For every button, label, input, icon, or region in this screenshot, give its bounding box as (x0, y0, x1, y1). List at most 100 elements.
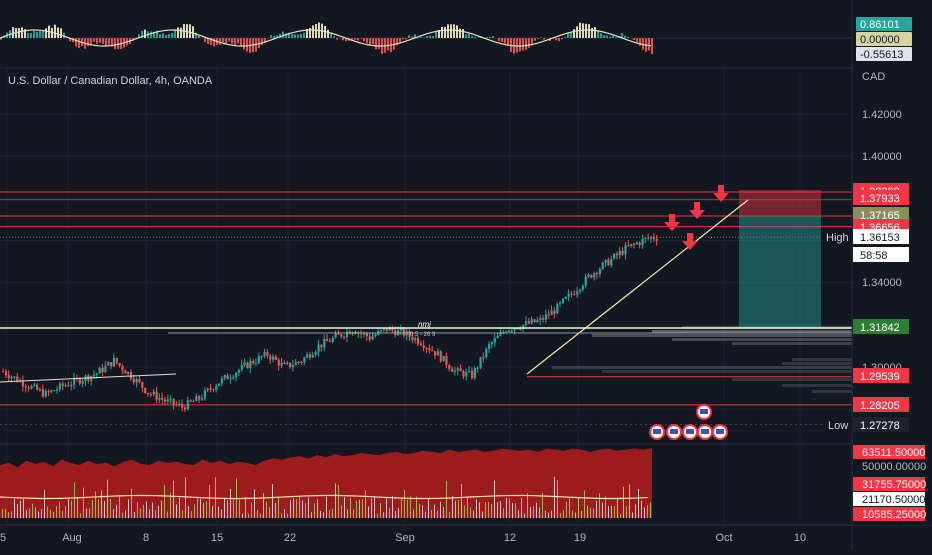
candle[interactable] (65, 385, 67, 386)
candle[interactable] (647, 238, 649, 239)
candle[interactable] (221, 378, 223, 383)
candle[interactable] (278, 360, 280, 366)
candle[interactable] (13, 376, 15, 377)
candle[interactable] (542, 318, 544, 320)
candle[interactable] (36, 385, 38, 390)
position-box[interactable] (739, 190, 821, 328)
candle[interactable] (596, 273, 598, 274)
candle[interactable] (113, 358, 115, 366)
candle[interactable] (289, 363, 291, 367)
candle[interactable] (53, 390, 55, 391)
candle[interactable] (252, 361, 254, 363)
candle[interactable] (443, 356, 445, 361)
candle[interactable] (59, 384, 61, 390)
candle[interactable] (295, 362, 297, 365)
candle[interactable] (144, 388, 146, 393)
candle[interactable] (181, 404, 183, 408)
candle[interactable] (653, 237, 655, 239)
candle[interactable] (536, 320, 538, 322)
candle[interactable] (539, 318, 541, 320)
candle[interactable] (488, 344, 490, 348)
candle[interactable] (431, 350, 433, 351)
candle[interactable] (406, 331, 408, 335)
candle[interactable] (329, 341, 331, 342)
candle[interactable] (158, 398, 160, 400)
candle[interactable] (533, 319, 535, 322)
candle[interactable] (462, 371, 464, 376)
candle[interactable] (582, 286, 584, 290)
candle[interactable] (599, 269, 601, 274)
candle[interactable] (610, 259, 612, 265)
candle[interactable] (587, 275, 589, 277)
candle[interactable] (593, 273, 595, 277)
candle[interactable] (238, 370, 240, 373)
candle[interactable] (343, 337, 345, 338)
candle[interactable] (479, 357, 481, 368)
candle[interactable] (298, 362, 300, 363)
candle[interactable] (440, 351, 442, 361)
candle[interactable] (241, 365, 243, 370)
candle[interactable] (263, 352, 265, 357)
candle[interactable] (45, 391, 47, 396)
candle[interactable] (11, 377, 13, 378)
candle[interactable] (562, 299, 564, 303)
candle[interactable] (553, 310, 555, 313)
candle[interactable] (8, 375, 10, 378)
candle[interactable] (173, 399, 175, 405)
candle[interactable] (369, 336, 371, 339)
candle[interactable] (192, 401, 194, 402)
candle[interactable] (559, 303, 561, 304)
candle[interactable] (124, 370, 126, 373)
candle[interactable] (551, 310, 553, 315)
candle[interactable] (437, 351, 439, 355)
candle[interactable] (116, 358, 118, 363)
candle[interactable] (531, 319, 533, 323)
candle[interactable] (306, 354, 308, 357)
candle[interactable] (39, 389, 41, 390)
candle[interactable] (374, 335, 376, 337)
candle[interactable] (147, 393, 149, 394)
candle[interactable] (161, 398, 163, 400)
candle[interactable] (107, 362, 109, 366)
candle[interactable] (25, 386, 27, 387)
candle[interactable] (303, 358, 305, 363)
candle[interactable] (309, 354, 311, 357)
candle[interactable] (281, 363, 283, 366)
candle[interactable] (5, 371, 7, 375)
candle[interactable] (622, 251, 624, 255)
candle[interactable] (150, 394, 152, 395)
candle[interactable] (613, 254, 615, 259)
candle[interactable] (227, 375, 229, 379)
candle[interactable] (50, 390, 52, 392)
candle[interactable] (619, 251, 621, 255)
candle[interactable] (215, 386, 217, 390)
candle[interactable] (198, 396, 200, 399)
candle[interactable] (605, 260, 607, 263)
candle[interactable] (320, 344, 322, 347)
candle[interactable] (656, 239, 658, 241)
candle[interactable] (136, 379, 138, 382)
candle[interactable] (269, 356, 271, 360)
candle[interactable] (101, 368, 103, 372)
candle[interactable] (275, 357, 277, 360)
candle[interactable] (573, 294, 575, 295)
candle[interactable] (417, 338, 419, 344)
candle[interactable] (138, 379, 140, 382)
candle[interactable] (141, 382, 143, 388)
candle[interactable] (130, 372, 132, 379)
candle[interactable] (47, 391, 49, 392)
candle[interactable] (201, 398, 203, 399)
candle[interactable] (340, 335, 342, 337)
candle[interactable] (641, 239, 643, 245)
candle[interactable] (332, 338, 334, 342)
candle[interactable] (224, 375, 226, 378)
candle[interactable] (633, 244, 635, 245)
candle[interactable] (153, 392, 155, 395)
candle[interactable] (445, 356, 447, 365)
candle[interactable] (497, 336, 499, 338)
candle[interactable] (627, 245, 629, 246)
candle[interactable] (400, 329, 402, 331)
candle[interactable] (207, 388, 209, 390)
candle[interactable] (28, 388, 30, 389)
candle[interactable] (170, 399, 172, 400)
